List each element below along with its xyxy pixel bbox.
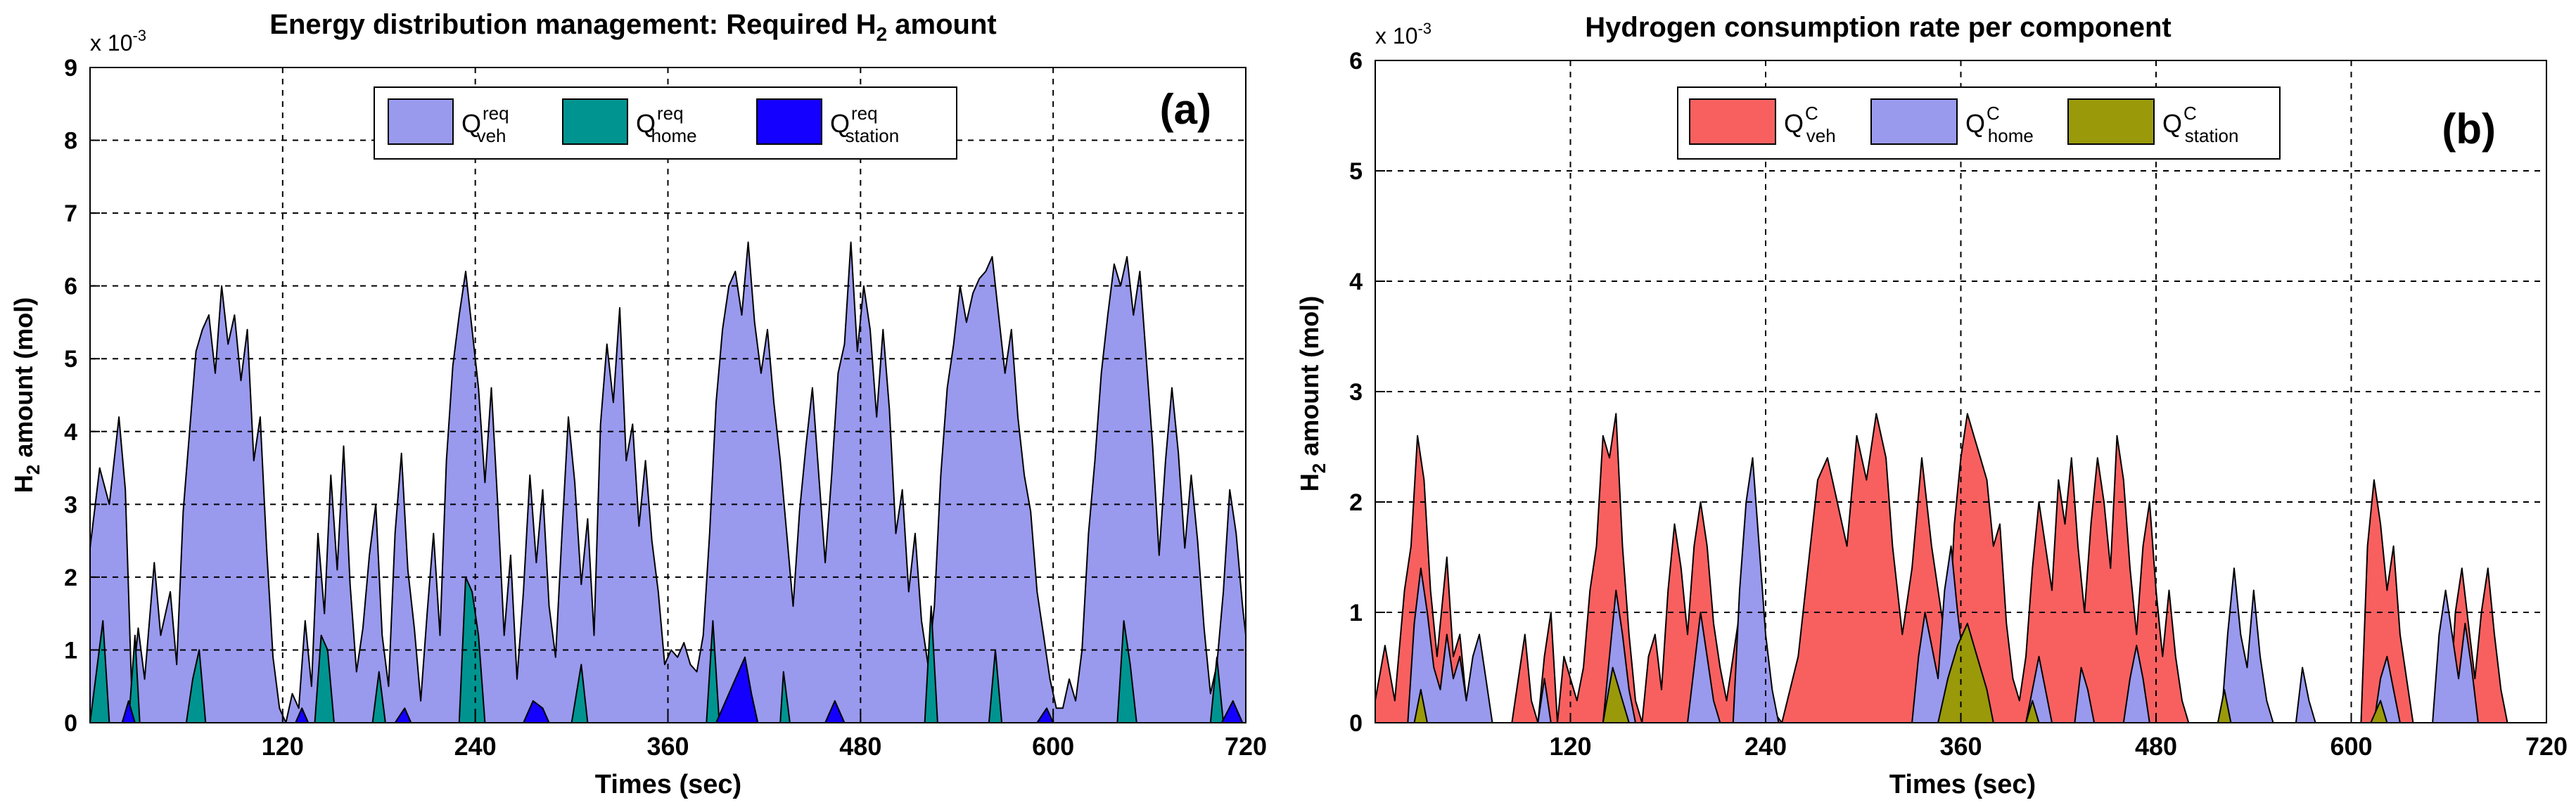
- chart-a-legend-box: [374, 86, 957, 160]
- chart-b-xtick-360: 360: [1939, 732, 1982, 761]
- legend-b-swatch-station: [2067, 98, 2155, 145]
- chart-b-ytick-1: 1: [1349, 600, 1363, 626]
- chart-a-xtick-240: 240: [454, 732, 497, 761]
- chart-a-panel-label: (a): [1160, 86, 1211, 133]
- legend-b-label-home: QC home: [1965, 103, 2034, 146]
- chart-a-xtick-360: 360: [646, 732, 689, 761]
- chart-b-panel-label: (b): [2442, 105, 2496, 153]
- chart-a-y-ticks: 0 1 2 3 4 5 6 7 8 9: [64, 55, 100, 737]
- chart-a-ytick-8: 8: [64, 128, 77, 155]
- chart-b-xtick-480: 480: [2135, 732, 2177, 761]
- chart-a-series-home: [89, 576, 1246, 723]
- chart-a-title: Energy distribution management: Required…: [269, 9, 996, 45]
- legend-a-swatch-home: [562, 98, 628, 145]
- chart-a-ytick-7: 7: [64, 200, 77, 227]
- chart-b-xtick-720: 720: [2525, 732, 2568, 761]
- chart-a-ytick-9: 9: [64, 55, 77, 82]
- chart-a-ytick-5: 5: [64, 346, 77, 373]
- chart-b-legend: QC veh QC home QC station: [1677, 86, 2281, 160]
- legend-a-swatch-station: [756, 98, 822, 145]
- chart-b-xtick-600: 600: [2330, 732, 2372, 761]
- chart-b-xtick-120: 120: [1549, 732, 1591, 761]
- chart-a-xtick-600: 600: [1032, 732, 1074, 761]
- chart-a-ytick-6: 6: [64, 273, 77, 300]
- chart-panel-a: Energy distribution management: Required…: [9, 9, 1267, 799]
- chart-b-legend-box: [1677, 86, 2281, 160]
- chart-a-xlabel: Times (sec): [595, 770, 741, 799]
- chart-b-ylabel: H2 amount (mol): [1295, 296, 1330, 491]
- chart-a-x-ticks: 120 240 360 480 600 720: [262, 713, 1267, 761]
- legend-a-label-home: Qreq home: [636, 103, 697, 146]
- chart-b-exponent: x 10-3: [1375, 20, 1432, 49]
- chart-b-x-ticks: 120 240 360 480 600 720: [1549, 713, 2568, 761]
- legend-b-swatch-home: [1870, 98, 1958, 145]
- chart-a-xtick-120: 120: [262, 732, 304, 761]
- chart-a-ylabel: H2 amount (mol): [9, 297, 44, 493]
- chart-a-ytick-2: 2: [64, 565, 77, 591]
- chart-b-ytick-4: 4: [1349, 269, 1363, 295]
- chart-b-ytick-3: 3: [1349, 379, 1363, 406]
- legend-b-swatch-veh: [1689, 98, 1776, 145]
- chart-b-ytick-0: 0: [1349, 710, 1363, 737]
- legend-a-label-veh: Qreq veh: [461, 103, 509, 146]
- chart-a-ytick-1: 1: [64, 637, 77, 664]
- chart-b-grid: [1375, 60, 2546, 723]
- chart-b-ytick-6: 6: [1349, 48, 1363, 75]
- chart-b-title: Hydrogen consumption rate per component: [1585, 12, 2171, 43]
- chart-a-ytick-3: 3: [64, 491, 77, 518]
- legend-a-label-station: Qreq station: [830, 103, 899, 146]
- chart-a-ytick-0: 0: [64, 710, 77, 737]
- chart-b-xtick-240: 240: [1745, 732, 1787, 761]
- chart-b-ytick-2: 2: [1349, 489, 1363, 516]
- legend-b-label-veh: QC veh: [1784, 103, 1836, 146]
- chart-a-xtick-480: 480: [839, 732, 881, 761]
- chart-b-xlabel: Times (sec): [1889, 770, 2036, 799]
- legend-a-swatch-veh: [388, 98, 454, 145]
- chart-b-ytick-5: 5: [1349, 158, 1363, 185]
- chart-a-legend: Qreq veh Qreq home Qreq station: [374, 86, 957, 160]
- chart-panel-b: Hydrogen consumption rate per component …: [1295, 12, 2568, 799]
- chart-a-exponent: x 10-3: [90, 27, 146, 56]
- chart-a-ytick-4: 4: [64, 419, 77, 446]
- chart-a-xtick-720: 720: [1225, 732, 1267, 761]
- legend-b-label-station: QC station: [2162, 103, 2238, 146]
- chart-b-y-ticks: 0 1 2 3 4 5 6: [1349, 48, 1385, 737]
